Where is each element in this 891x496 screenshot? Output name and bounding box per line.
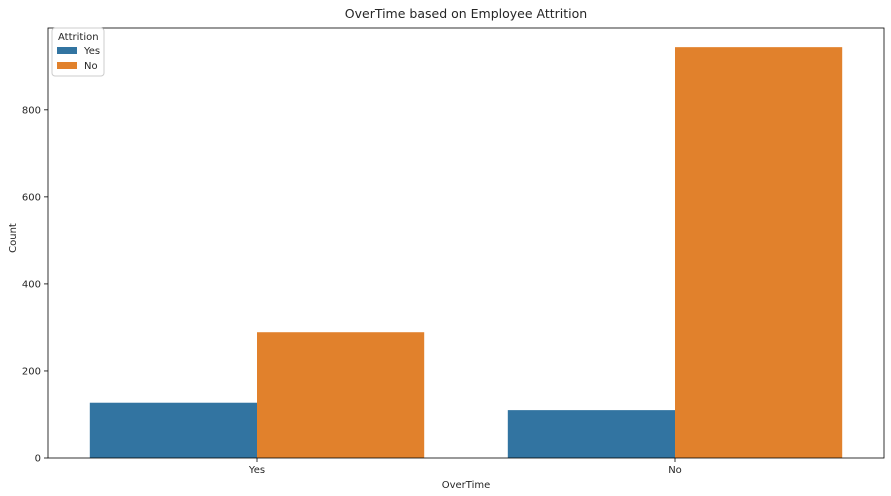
x-tick-label: No	[668, 465, 682, 476]
legend-label-no: No	[84, 61, 98, 72]
bar-yes-yes	[89, 402, 257, 458]
y-tick-label: 200	[22, 366, 41, 377]
x-tick-label: Yes	[248, 465, 265, 476]
legend-title: Attrition	[58, 32, 99, 43]
legend: Attrition Yes No	[51, 27, 105, 77]
bar-no-no	[675, 47, 843, 458]
y-tick-label: 800	[22, 105, 41, 116]
bar-no-yes	[507, 410, 675, 458]
legend-swatch-yes	[57, 47, 77, 54]
y-tick-label: 600	[22, 192, 41, 203]
x-axis: Yes No	[248, 458, 682, 476]
y-axis-label: Count	[8, 223, 19, 253]
chart-title: OverTime based on Employee Attrition	[345, 6, 587, 21]
y-tick-label: 0	[35, 454, 41, 465]
y-tick-label: 400	[22, 279, 41, 290]
legend-label-yes: Yes	[83, 46, 100, 57]
y-axis: 0 200 400 600 800	[22, 105, 48, 465]
x-axis-label: OverTime	[442, 480, 491, 491]
bars-group	[89, 47, 843, 458]
plot-frame	[47, 27, 885, 459]
legend-swatch-no	[57, 62, 77, 69]
bar-yes-no	[257, 332, 425, 458]
